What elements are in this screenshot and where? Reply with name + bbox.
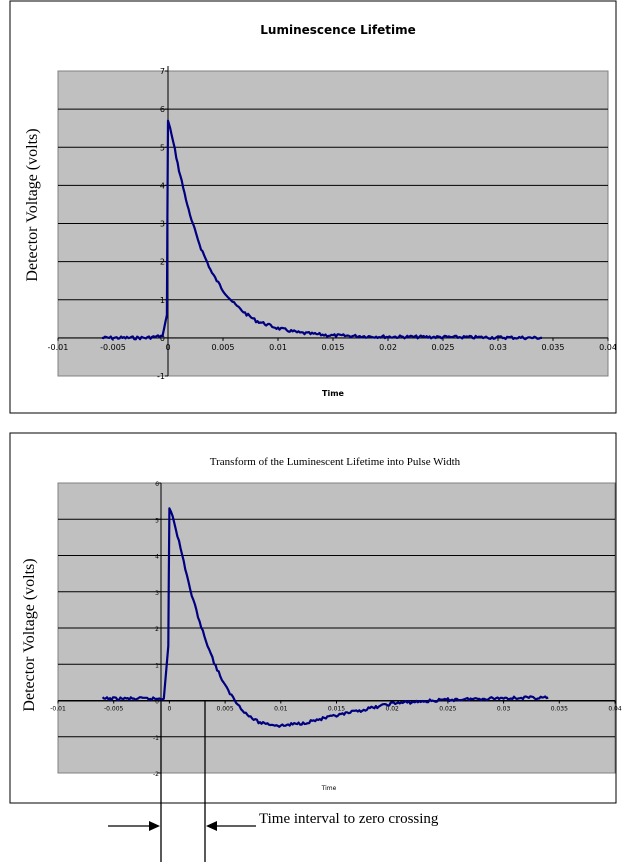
chart-2-xlabel: Time (321, 785, 337, 792)
x-tick-label: 0.005 (217, 706, 234, 713)
chart-2-series-line (101, 507, 549, 728)
y-tick-label: 1 (155, 662, 159, 669)
x-tick-label: 0.01 (269, 343, 287, 352)
x-tick-label: 0.02 (386, 706, 400, 713)
y-tick-label: 5 (155, 517, 159, 524)
y-tick-label: -2 (153, 771, 159, 778)
y-tick-label: 4 (160, 181, 165, 190)
chart-2-y-ticks: -2 -1 0 1 2 3 4 5 6 (153, 481, 161, 778)
x-tick-label: 0.025 (439, 706, 456, 713)
y-tick-label: 6 (160, 105, 165, 114)
y-tick-label: 5 (160, 143, 165, 152)
x-tick-label: 0.01 (274, 706, 288, 713)
right-arrow-head (206, 821, 217, 831)
y-tick-label: 2 (155, 626, 159, 633)
x-tick-label: 0.02 (379, 343, 397, 352)
chart-1-series-line (101, 119, 542, 341)
y-tick-label: 2 (160, 258, 165, 267)
x-tick-label: 0.005 (212, 343, 235, 352)
x-tick-label: 0.025 (432, 343, 455, 352)
x-tick-label: 0.03 (497, 706, 511, 713)
x-tick-label: -0.005 (100, 343, 126, 352)
y-tick-label: 4 (155, 554, 159, 561)
y-tick-label: -1 (153, 735, 159, 742)
x-tick-label: 0.03 (489, 343, 507, 352)
x-tick-label: 0.04 (608, 706, 622, 713)
chart-1-xlabel: Time (322, 389, 345, 398)
y-tick-label: 1 (160, 296, 165, 305)
chart-1-ylabel: Detector Voltage (volts) (24, 128, 41, 281)
y-tick-label: -1 (157, 372, 165, 381)
x-tick-label: -0.01 (50, 706, 66, 713)
x-tick-label: 0.035 (542, 343, 565, 352)
y-tick-label: 3 (160, 220, 165, 229)
chart-2: Transform of the Luminescent Lifetime in… (9, 432, 622, 862)
zero-crossing-label: Time interval to zero crossing (259, 811, 439, 827)
y-tick-label: 7 (160, 67, 165, 76)
left-arrow-head (149, 821, 160, 831)
y-tick-label: 0 (155, 699, 159, 706)
x-tick-label: 0.015 (328, 706, 345, 713)
x-tick-label: -0.01 (48, 343, 69, 352)
chart-2-ylabel: Detector Voltage (volts) (21, 558, 38, 711)
chart-1-title: Luminescence Lifetime (260, 23, 415, 37)
x-tick-label: -0.005 (104, 706, 124, 713)
y-tick-label: 0 (160, 334, 165, 343)
chart-1-x-ticks: -0.01 -0.005 0 0.005 0.01 0.015 0.02 0.025 0.03 0… (48, 337, 617, 352)
x-tick-label: 0 (165, 343, 170, 352)
chart-1: Luminescence Lifetime -0.01 -0.005 0 0.005 0… (9, 0, 617, 414)
y-tick-label: 3 (155, 590, 159, 597)
x-tick-label: 0.035 (551, 706, 568, 713)
x-tick-label: 0.04 (599, 343, 617, 352)
y-tick-label: 6 (155, 481, 159, 488)
x-tick-label: 0.015 (322, 343, 345, 352)
chart-2-title: Transform of the Luminescent Lifetime in… (210, 456, 461, 468)
x-tick-label: 0 (167, 706, 171, 713)
zero-crossing-annotation: Time interval to zero crossing (108, 701, 439, 862)
